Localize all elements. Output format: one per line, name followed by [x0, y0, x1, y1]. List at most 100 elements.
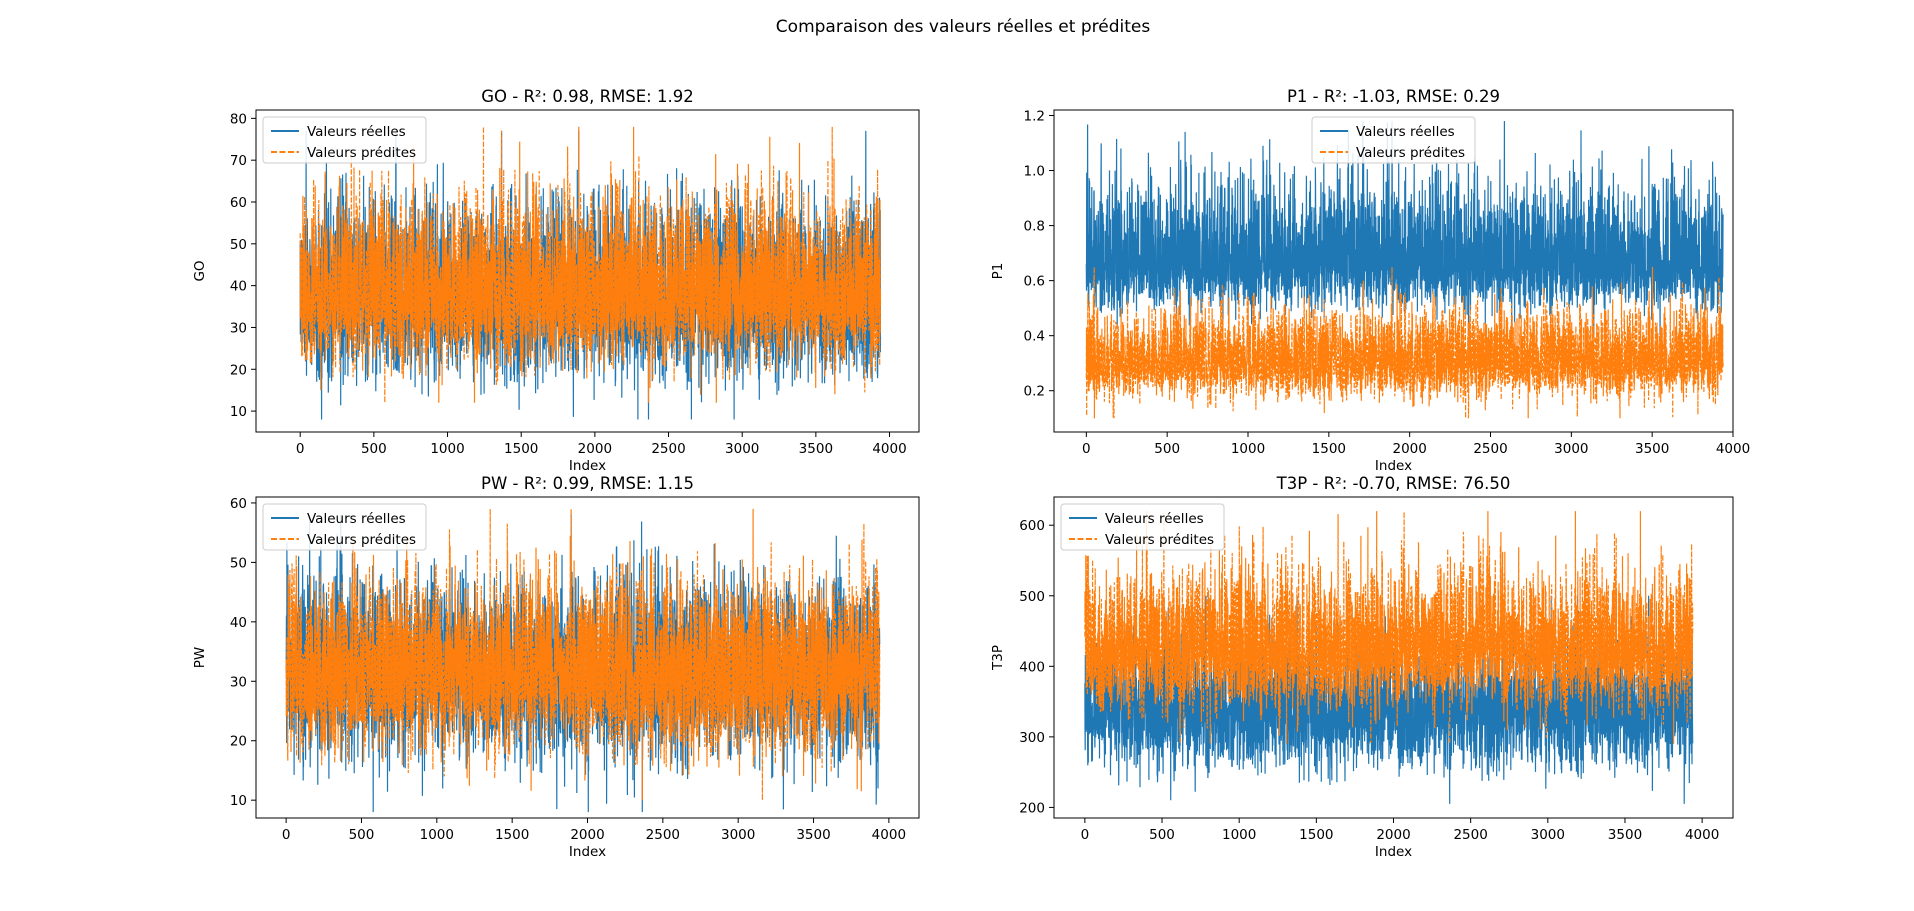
x-axis-label: Index — [569, 458, 606, 474]
x-tick-label: 3500 — [1608, 827, 1642, 843]
series-line-predicted — [1085, 266, 1724, 419]
x-axis-label: Index — [1375, 844, 1412, 860]
series-line-real — [1085, 120, 1724, 336]
x-tick-label: 1000 — [420, 827, 454, 843]
subplot-t3p: T3P - R²: -0.70, RMSE: 76.50 Index T3P 0… — [990, 474, 1734, 860]
x-tick-label: 2500 — [1453, 827, 1487, 843]
x-tick-label: 500 — [1149, 827, 1175, 843]
x-axis-label: Index — [569, 844, 606, 860]
x-tick-label: 2000 — [570, 827, 604, 843]
legend-real-label: Valeurs réelles — [307, 511, 406, 527]
x-tick-label: 2500 — [651, 441, 685, 457]
y-tick-label: 10 — [230, 793, 247, 809]
legend-real-label: Valeurs réelles — [1105, 511, 1204, 527]
subplot-go: GO - R²: 0.98, RMSE: 1.92 Index GO 0 500 1… — [192, 87, 920, 474]
legend-pred-label: Valeurs prédites — [307, 532, 416, 548]
y-tick-label: 50 — [230, 555, 247, 571]
y-tick-label: 400 — [1019, 659, 1045, 675]
x-tick-label: 3000 — [721, 827, 755, 843]
y-tick-label: 20 — [230, 734, 247, 750]
y-tick-label: 70 — [230, 153, 247, 169]
legend — [262, 503, 427, 551]
x-tick-label: 1500 — [1299, 827, 1333, 843]
x-tick-label: 4000 — [872, 441, 906, 457]
x-tick-label: 3500 — [799, 441, 833, 457]
series-line-real — [1084, 595, 1694, 804]
y-tick-label: 60 — [230, 195, 247, 211]
x-tick-label: 0 — [1081, 827, 1090, 843]
x-tick-label: 1000 — [1231, 441, 1265, 457]
y-axis-label: GO — [192, 260, 208, 281]
x-tick-label: 0 — [1082, 441, 1091, 457]
subplot-title: T3P - R²: -0.70, RMSE: 76.50 — [1276, 474, 1511, 493]
x-tick-label: 3500 — [1635, 441, 1669, 457]
y-axis-label: PW — [192, 647, 208, 669]
y-tick-label: 50 — [230, 237, 247, 253]
y-tick-label: 600 — [1019, 518, 1045, 534]
figure-suptitle: Comparaison des valeurs réelles et prédi… — [776, 17, 1151, 37]
legend — [1311, 116, 1476, 164]
y-tick-label: 300 — [1019, 730, 1045, 746]
x-tick-label: 3000 — [1554, 441, 1588, 457]
legend-real-label: Valeurs réelles — [307, 124, 406, 140]
legend-box — [262, 503, 427, 551]
axes-frame — [1053, 109, 1734, 433]
legend — [262, 116, 427, 164]
series-line-predicted — [1084, 511, 1694, 744]
y-tick-label: 60 — [230, 496, 247, 512]
legend-box — [1060, 503, 1225, 551]
x-tick-label: 1500 — [1312, 441, 1346, 457]
x-tick-label: 1000 — [1222, 827, 1256, 843]
axes-frame — [255, 109, 920, 433]
series-line-predicted — [285, 508, 881, 801]
x-tick-label: 2000 — [578, 441, 612, 457]
subplot-pw: PW - R²: 0.99, RMSE: 1.15 Index PW 0 500 1… — [192, 474, 920, 860]
x-tick-label: 1500 — [495, 827, 529, 843]
x-tick-label: 2000 — [1376, 827, 1410, 843]
subplot-title: PW - R²: 0.99, RMSE: 1.15 — [481, 474, 694, 493]
x-tick-label: 4000 — [1685, 827, 1719, 843]
x-tick-label: 2000 — [1392, 441, 1426, 457]
y-tick-label: 1.2 — [1024, 109, 1045, 125]
legend-box — [1311, 116, 1476, 164]
series-line-predicted — [299, 126, 882, 403]
legend-box — [262, 116, 427, 164]
x-tick-label: 4000 — [872, 827, 906, 843]
y-tick-label: 40 — [230, 279, 247, 295]
x-tick-label: 500 — [1154, 441, 1180, 457]
y-tick-label: 0.8 — [1024, 219, 1045, 235]
legend — [1060, 503, 1225, 551]
y-tick-label: 200 — [1019, 800, 1045, 816]
x-axis-label: Index — [1375, 458, 1412, 474]
legend-pred-label: Valeurs prédites — [1356, 145, 1465, 161]
x-tick-label: 3000 — [1531, 827, 1565, 843]
x-tick-label: 0 — [282, 827, 291, 843]
y-tick-label: 20 — [230, 362, 247, 378]
x-tick-label: 4000 — [1716, 441, 1750, 457]
subplot-p1: P1 - R²: -1.03, RMSE: 0.29 Index P1 0 500… — [990, 87, 1750, 474]
x-tick-label: 2500 — [646, 827, 680, 843]
y-tick-label: 30 — [230, 674, 247, 690]
x-tick-label: 1000 — [430, 441, 464, 457]
y-axis-label: P1 — [990, 263, 1006, 280]
y-tick-label: 500 — [1019, 589, 1045, 605]
y-axis-label: T3P — [990, 645, 1006, 671]
y-tick-label: 1.0 — [1024, 164, 1045, 180]
y-tick-label: 10 — [230, 404, 247, 420]
x-tick-label: 500 — [361, 441, 387, 457]
y-tick-label: 80 — [230, 111, 247, 127]
legend-real-label: Valeurs réelles — [1356, 124, 1455, 140]
legend-pred-label: Valeurs prédites — [1105, 532, 1214, 548]
x-tick-label: 0 — [296, 441, 305, 457]
x-tick-label: 500 — [349, 827, 375, 843]
y-tick-label: 30 — [230, 320, 247, 336]
x-tick-label: 2500 — [1473, 441, 1507, 457]
legend-pred-label: Valeurs prédites — [307, 145, 416, 161]
y-tick-label: 0.6 — [1024, 274, 1045, 290]
x-tick-label: 3500 — [796, 827, 830, 843]
subplot-title: GO - R²: 0.98, RMSE: 1.92 — [481, 87, 693, 106]
y-tick-label: 0.2 — [1024, 384, 1045, 400]
y-tick-label: 0.4 — [1024, 329, 1045, 345]
x-tick-label: 1500 — [504, 441, 538, 457]
